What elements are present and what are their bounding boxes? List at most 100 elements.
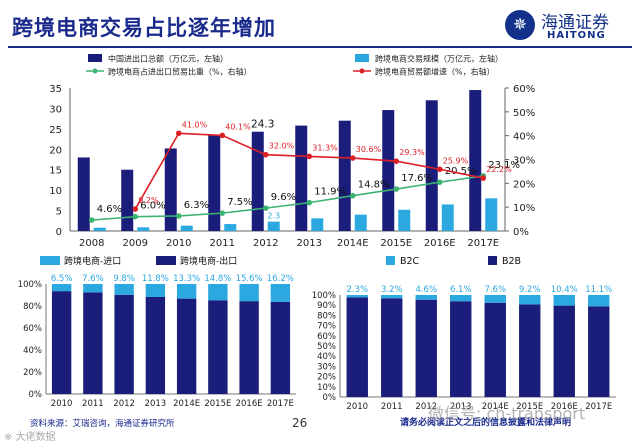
legend-label-1: 中国进出口总额（万亿元，左轴） bbox=[108, 54, 228, 64]
left-tick-label: 10 bbox=[49, 186, 62, 197]
growth-point bbox=[175, 130, 182, 137]
growth-data-label: 29.3% bbox=[399, 148, 425, 157]
legend-swatch-2 bbox=[488, 256, 497, 265]
ecommerce-volume-bar bbox=[441, 204, 454, 231]
x-tick-label: 2012 bbox=[113, 399, 135, 409]
stack-top-segment bbox=[176, 284, 197, 299]
stack-bottom-segment bbox=[381, 298, 403, 397]
stack-top-segment bbox=[145, 284, 166, 297]
growth-point bbox=[393, 158, 400, 164]
share-data-label: 9.6% bbox=[271, 192, 296, 203]
share-point bbox=[132, 213, 139, 220]
share-data-label: 23.1% bbox=[488, 160, 520, 171]
x-tick-label: 2011 bbox=[381, 402, 403, 412]
total-trade-bar bbox=[251, 131, 264, 231]
ecommerce-volume-bar bbox=[398, 209, 411, 231]
stack-bottom-segment bbox=[208, 300, 228, 394]
stack-bottom-segment bbox=[346, 297, 368, 397]
total-trade-bar bbox=[295, 125, 308, 231]
x-tick-label: 2010 bbox=[166, 238, 191, 249]
stack-bottom-segment bbox=[83, 292, 103, 394]
share-data-label: 7.5% bbox=[227, 197, 252, 208]
share-point bbox=[393, 186, 400, 192]
legend-marker-4 bbox=[359, 68, 365, 74]
share-point bbox=[219, 210, 226, 216]
x-tick-label: 2013 bbox=[145, 399, 167, 409]
stack-bottom-segment bbox=[145, 296, 166, 394]
stack-value-label: 9.8% bbox=[113, 274, 135, 284]
stack-top-segment bbox=[208, 284, 228, 301]
share-point bbox=[306, 199, 313, 206]
stack-value-label: 10.4% bbox=[551, 285, 578, 295]
x-tick-label: 2011 bbox=[82, 399, 104, 409]
x-tick-label: 2010 bbox=[51, 399, 73, 409]
x-tick-label: 2013 bbox=[297, 238, 322, 249]
wechat-watermark: 微信号: ch-transport bbox=[428, 404, 586, 423]
x-tick-label: 2011 bbox=[210, 238, 235, 249]
x-tick-label: 2015E bbox=[380, 238, 412, 249]
stack-top-segment bbox=[51, 284, 72, 292]
total-trade-bar bbox=[208, 134, 221, 231]
total-trade-bar bbox=[338, 120, 351, 231]
stack-value-label: 11.1% bbox=[585, 285, 612, 295]
stack-value-label: 4.6% bbox=[415, 285, 437, 295]
source-note: 资料来源：艾瑞咨询，海通证券研究所 bbox=[30, 419, 175, 429]
x-tick-label: 2016E bbox=[424, 238, 456, 249]
growth-data-label: 31.3% bbox=[312, 143, 338, 152]
stack-top-segment bbox=[239, 284, 259, 302]
share-data-label: 6.3% bbox=[184, 200, 209, 211]
y-tick-label: 0% bbox=[323, 393, 337, 403]
right-tick-label: 20% bbox=[513, 179, 535, 190]
y-tick-label: 80% bbox=[317, 311, 336, 321]
y-tick-label: 70% bbox=[317, 322, 336, 332]
right-tick-label: 50% bbox=[513, 108, 535, 119]
total-trade-bar bbox=[164, 148, 177, 231]
growth-data-label: 25.9% bbox=[443, 156, 469, 165]
legend-swatch-1 bbox=[386, 256, 395, 265]
disclaimer: 请务必阅读正文之后的信息披露和法律声明 bbox=[400, 418, 572, 428]
stack-top-segment bbox=[553, 295, 575, 306]
haitong-emblem-icon: ✵ bbox=[505, 10, 535, 40]
logo-chinese-name: 海通证券 bbox=[541, 13, 609, 33]
x-tick-label: 2014E bbox=[482, 402, 509, 412]
stack-value-label: 13.3% bbox=[173, 274, 200, 284]
legend-swatch-1 bbox=[40, 256, 60, 265]
share-data-label: 6.0% bbox=[140, 201, 165, 212]
legend-label-1: 跨境电商-进口 bbox=[64, 255, 121, 267]
y-tick-label: 10% bbox=[317, 383, 336, 393]
stack-top-segment bbox=[270, 284, 291, 302]
left-tick-label: 25 bbox=[49, 125, 62, 136]
share-data-label: 4.6% bbox=[97, 204, 122, 215]
ecommerce-volume-bar bbox=[224, 224, 237, 231]
y-tick-label: 100% bbox=[18, 280, 42, 290]
growth-data-label: 41.0% bbox=[182, 120, 208, 129]
x-tick-label: 2008 bbox=[79, 238, 104, 249]
total-trade-bar bbox=[77, 157, 90, 231]
growth-data-label: 30.6% bbox=[356, 145, 382, 154]
right-tick-label: 30% bbox=[513, 156, 535, 167]
left-tick-label: 30 bbox=[49, 104, 62, 115]
import-export-share-chart: 0% 20% 40% 60% 80% 100% 6.5% 2010 7.6% 2011 9.8% 20… bbox=[18, 255, 296, 409]
stack-top-segment bbox=[114, 284, 134, 295]
stack-value-label: 15.6% bbox=[236, 274, 263, 284]
share-point bbox=[88, 217, 95, 223]
share-point bbox=[175, 213, 182, 219]
stack-top-segment bbox=[83, 284, 103, 293]
total-trade-bar bbox=[469, 90, 482, 231]
y-tick-label: 20% bbox=[317, 373, 336, 383]
bar-value-label: 2.3 bbox=[267, 212, 280, 221]
right-tick-label: 0% bbox=[513, 227, 529, 238]
left-tick-label: 20 bbox=[49, 145, 62, 156]
x-tick-label: 2017E bbox=[467, 238, 499, 249]
legend-label-4: 跨境电商贸易额增速（%，右轴） bbox=[375, 67, 495, 77]
stack-bottom-segment bbox=[270, 301, 291, 394]
stack-bottom-segment bbox=[51, 291, 72, 394]
page-title: 跨境电商交易占比逐年增加 bbox=[12, 16, 276, 40]
left-tick-label: 15 bbox=[49, 166, 62, 177]
corner-watermark: ※ 大佬数据 bbox=[4, 432, 56, 443]
x-tick-label: 2015E bbox=[204, 399, 231, 409]
y-tick-label: 40% bbox=[23, 346, 42, 356]
y-tick-label: 100% bbox=[312, 291, 336, 301]
share-data-label: 20.5% bbox=[445, 166, 477, 177]
x-tick-label: 2014E bbox=[337, 238, 369, 249]
